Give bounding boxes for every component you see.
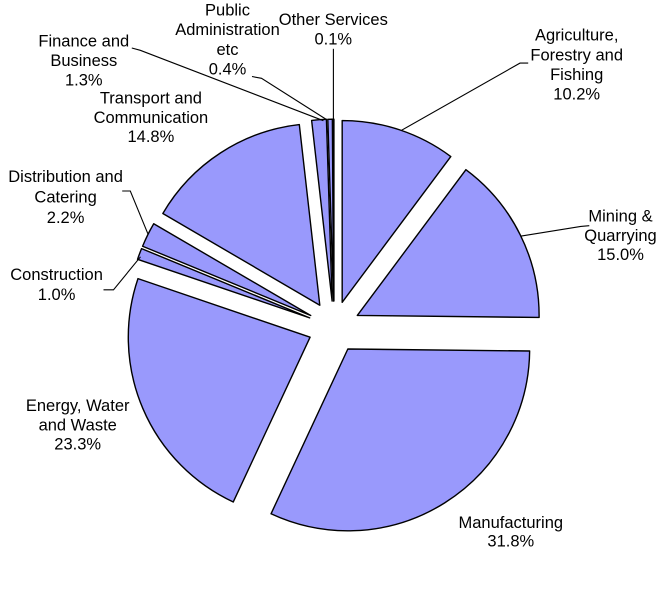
svg-text:Mining &: Mining & xyxy=(588,208,652,226)
svg-text:0.4%: 0.4% xyxy=(209,60,247,78)
svg-text:0.1%: 0.1% xyxy=(314,31,352,49)
svg-text:Public: Public xyxy=(205,2,250,20)
svg-text:Agriculture,: Agriculture, xyxy=(535,27,618,45)
svg-text:Business: Business xyxy=(50,52,117,70)
svg-text:1.0%: 1.0% xyxy=(38,286,76,304)
svg-text:2.2%: 2.2% xyxy=(47,209,85,227)
svg-text:15.0%: 15.0% xyxy=(597,246,644,264)
svg-text:31.8%: 31.8% xyxy=(487,533,534,551)
svg-text:Finance and: Finance and xyxy=(38,33,129,51)
svg-text:Energy, Water: Energy, Water xyxy=(26,397,130,415)
svg-text:Catering: Catering xyxy=(34,188,96,206)
svg-text:Construction: Construction xyxy=(10,266,103,284)
svg-text:Other Services: Other Services xyxy=(279,11,388,29)
svg-text:Transport and: Transport and xyxy=(100,90,202,108)
svg-text:Fishing: Fishing xyxy=(550,66,603,84)
svg-text:23.3%: 23.3% xyxy=(54,436,101,454)
svg-text:Manufacturing: Manufacturing xyxy=(459,514,564,532)
svg-text:etc: etc xyxy=(216,41,238,59)
svg-text:Distribution and: Distribution and xyxy=(8,168,123,186)
svg-text:Administration: Administration xyxy=(175,21,280,39)
svg-text:and Waste: and Waste xyxy=(39,416,117,434)
svg-text:Communication: Communication xyxy=(94,109,209,127)
svg-text:14.8%: 14.8% xyxy=(128,128,175,146)
svg-text:1.3%: 1.3% xyxy=(65,72,103,90)
svg-text:Quarrying: Quarrying xyxy=(584,227,656,245)
svg-text:10.2%: 10.2% xyxy=(553,86,600,104)
svg-text:Forestry and: Forestry and xyxy=(530,46,623,64)
